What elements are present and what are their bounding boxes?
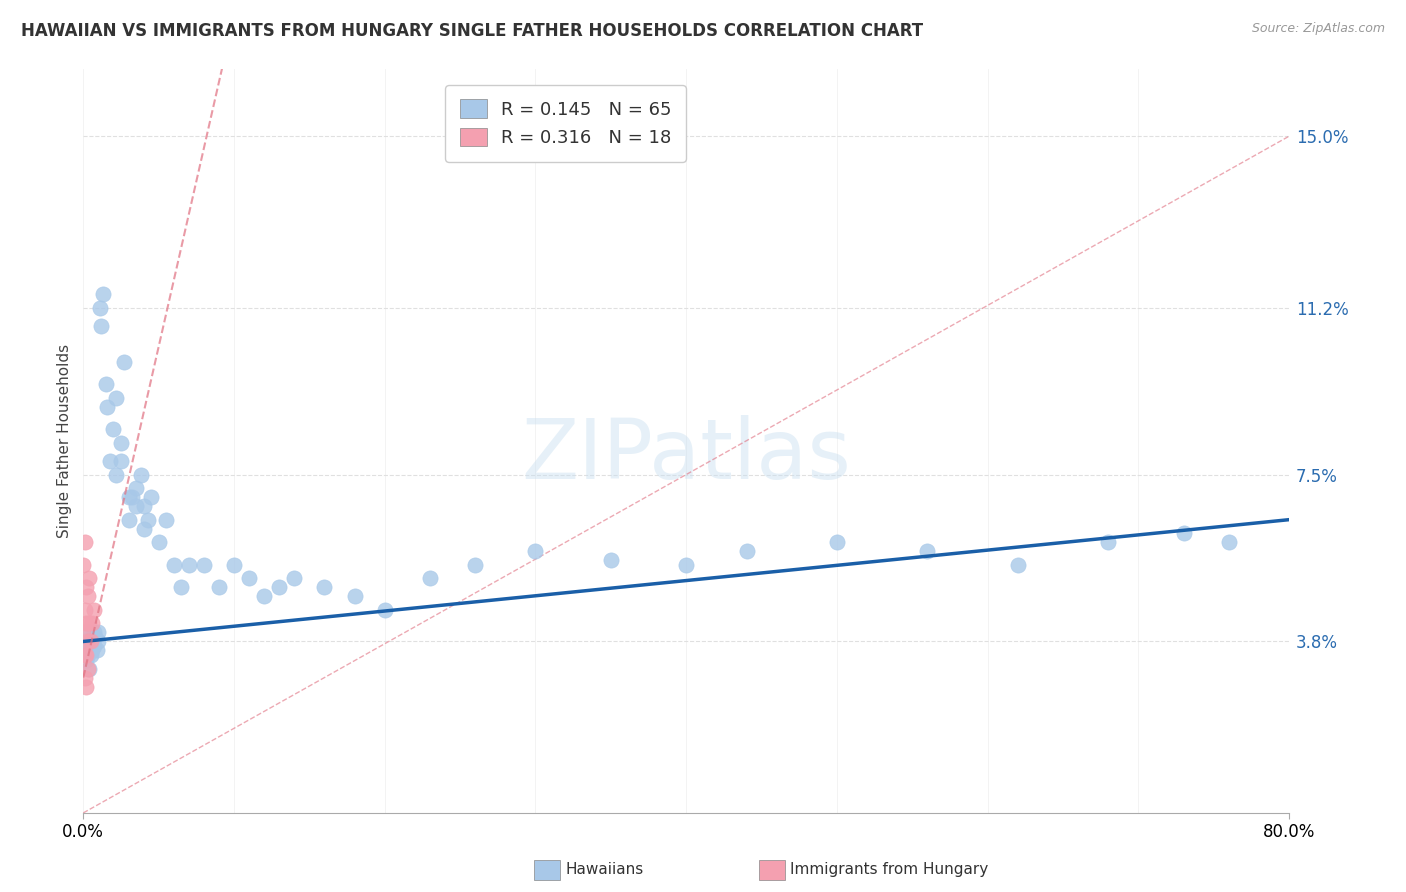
Point <box>121 490 143 504</box>
Point <box>464 558 486 572</box>
Legend: R = 0.145   N = 65, R = 0.316   N = 18: R = 0.145 N = 65, R = 0.316 N = 18 <box>446 85 686 161</box>
Point <box>76 661 98 675</box>
Point <box>80 648 103 662</box>
Point <box>94 377 117 392</box>
Point <box>599 553 621 567</box>
Point <box>125 481 148 495</box>
Point <box>76 634 98 648</box>
Point <box>917 544 939 558</box>
Point <box>825 535 848 549</box>
Point <box>75 580 97 594</box>
Point <box>117 513 139 527</box>
Point <box>76 648 98 662</box>
Text: HAWAIIAN VS IMMIGRANTS FROM HUNGARY SINGLE FATHER HOUSEHOLDS CORRELATION CHART: HAWAIIAN VS IMMIGRANTS FROM HUNGARY SING… <box>21 22 924 40</box>
Point <box>419 571 441 585</box>
Point <box>73 535 96 549</box>
Point <box>84 630 107 644</box>
Point <box>675 558 697 572</box>
Text: ZIPatlas: ZIPatlas <box>522 415 851 496</box>
Point <box>1173 526 1195 541</box>
Point <box>75 616 97 631</box>
Point <box>735 544 758 558</box>
Point <box>83 639 105 653</box>
Point <box>75 652 97 666</box>
Point <box>76 590 98 604</box>
Point <box>79 661 101 675</box>
Point <box>110 454 132 468</box>
Point <box>170 580 193 594</box>
Text: Source: ZipAtlas.com: Source: ZipAtlas.com <box>1251 22 1385 36</box>
Point <box>96 400 118 414</box>
Point <box>1218 535 1240 549</box>
Point <box>125 499 148 513</box>
Point <box>90 318 112 333</box>
Point <box>91 287 114 301</box>
Point <box>80 634 103 648</box>
Point <box>112 355 135 369</box>
Point <box>75 680 97 694</box>
Point <box>89 301 111 315</box>
Point <box>80 634 103 648</box>
Point <box>314 580 336 594</box>
Point <box>87 634 110 648</box>
Point <box>79 571 101 585</box>
Point <box>79 639 101 653</box>
Point <box>343 590 366 604</box>
Point <box>139 490 162 504</box>
Point <box>1007 558 1029 572</box>
Point <box>253 590 276 604</box>
Point <box>73 603 96 617</box>
Point <box>148 535 170 549</box>
Point <box>75 648 97 662</box>
Point <box>208 580 231 594</box>
Point <box>163 558 186 572</box>
Point <box>73 648 96 662</box>
Point <box>155 513 177 527</box>
Point <box>83 625 105 640</box>
Point <box>283 571 305 585</box>
Point <box>110 436 132 450</box>
Point <box>73 643 96 657</box>
Point <box>105 467 128 482</box>
Point <box>82 616 104 631</box>
Point <box>82 643 104 657</box>
Point <box>117 490 139 504</box>
Y-axis label: Single Father Households: Single Father Households <box>58 343 72 538</box>
Point <box>193 558 215 572</box>
Point <box>132 522 155 536</box>
Point <box>87 625 110 640</box>
Point <box>72 625 94 640</box>
Point <box>269 580 291 594</box>
Point <box>83 603 105 617</box>
Point <box>103 422 125 436</box>
Point <box>177 558 200 572</box>
Point <box>374 603 396 617</box>
Point <box>75 634 97 648</box>
Point <box>73 671 96 685</box>
Point <box>79 616 101 631</box>
Point <box>100 454 122 468</box>
Point <box>524 544 547 558</box>
Point <box>1097 535 1119 549</box>
Point <box>129 467 152 482</box>
Point <box>136 513 159 527</box>
Text: Immigrants from Hungary: Immigrants from Hungary <box>790 863 988 877</box>
Point <box>132 499 155 513</box>
Point <box>238 571 260 585</box>
Point <box>86 643 108 657</box>
Point <box>105 391 128 405</box>
Text: Hawaiians: Hawaiians <box>565 863 644 877</box>
Point <box>72 558 94 572</box>
Point <box>76 625 98 640</box>
Point <box>222 558 245 572</box>
